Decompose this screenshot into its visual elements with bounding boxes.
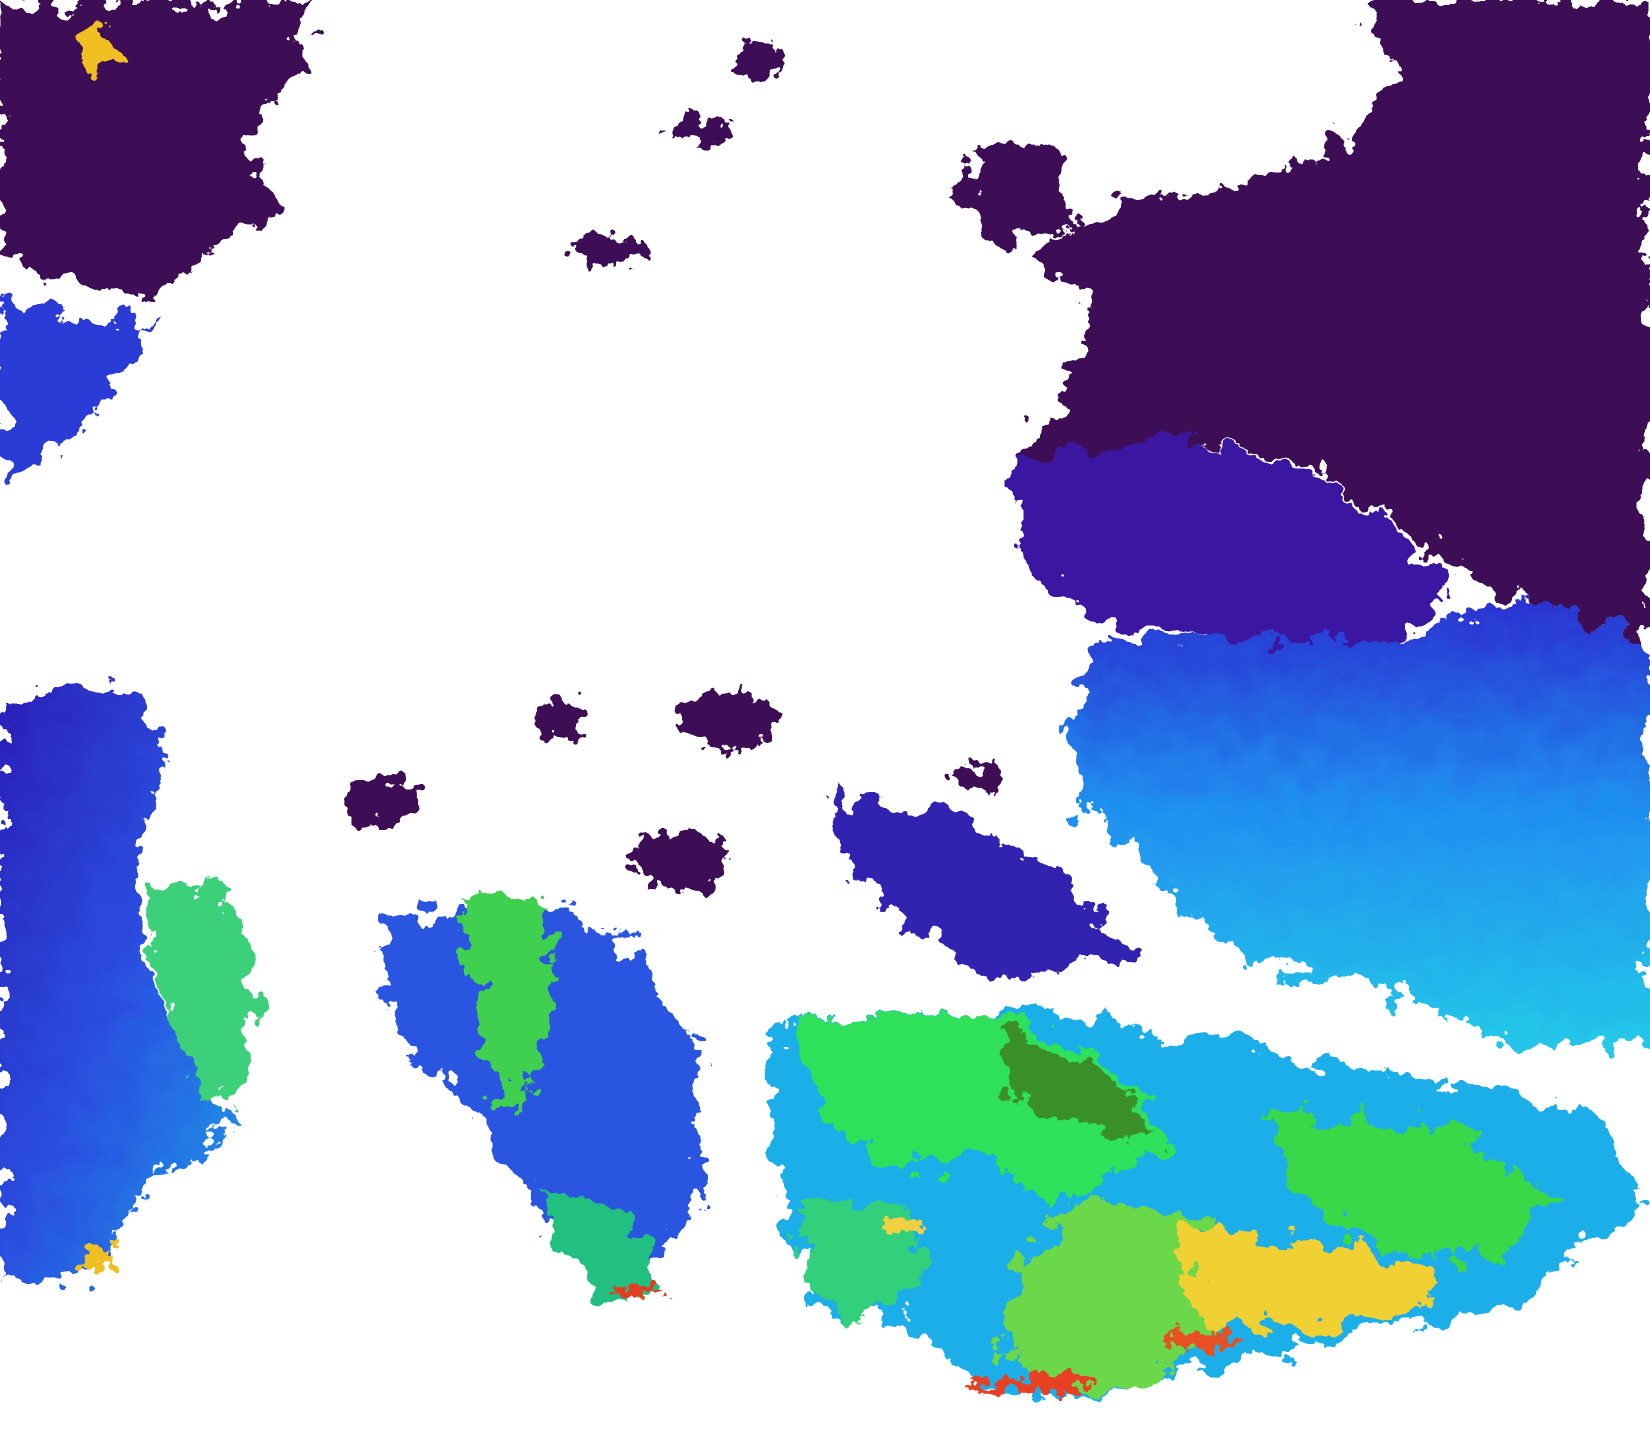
region (1180, 1230, 1440, 1330)
patch (340, 775, 420, 825)
patch (955, 765, 1005, 795)
region (1010, 440, 1460, 650)
left-lower-region (0, 690, 700, 1300)
patch (735, 40, 785, 80)
region (0, 300, 150, 480)
edge (615, 1284, 665, 1296)
edge (882, 1217, 918, 1233)
edge (80, 1248, 120, 1272)
dark-region-top-right (960, 0, 1650, 650)
region (150, 880, 260, 1100)
patch (670, 115, 730, 145)
edge (970, 1377, 1090, 1393)
region (72, 32, 128, 68)
patch (570, 235, 650, 265)
blue-band-right (830, 600, 1650, 1050)
region (460, 900, 560, 1120)
scattered-patches (340, 40, 1005, 890)
region (1000, 1030, 1150, 1140)
patch (630, 830, 730, 890)
region (1010, 0, 1650, 640)
warm-edges (80, 1217, 1240, 1393)
region (1060, 600, 1650, 1050)
region (830, 800, 1140, 980)
patch (680, 690, 780, 750)
region (0, 0, 310, 300)
bottom-region (770, 1010, 1640, 1400)
region (380, 900, 700, 1270)
region (540, 1180, 660, 1300)
region (0, 690, 240, 1280)
patch (535, 700, 585, 740)
region (1260, 1110, 1560, 1260)
edge (1160, 1332, 1240, 1348)
region (960, 140, 1080, 240)
dark-region-top-left (0, 0, 310, 480)
